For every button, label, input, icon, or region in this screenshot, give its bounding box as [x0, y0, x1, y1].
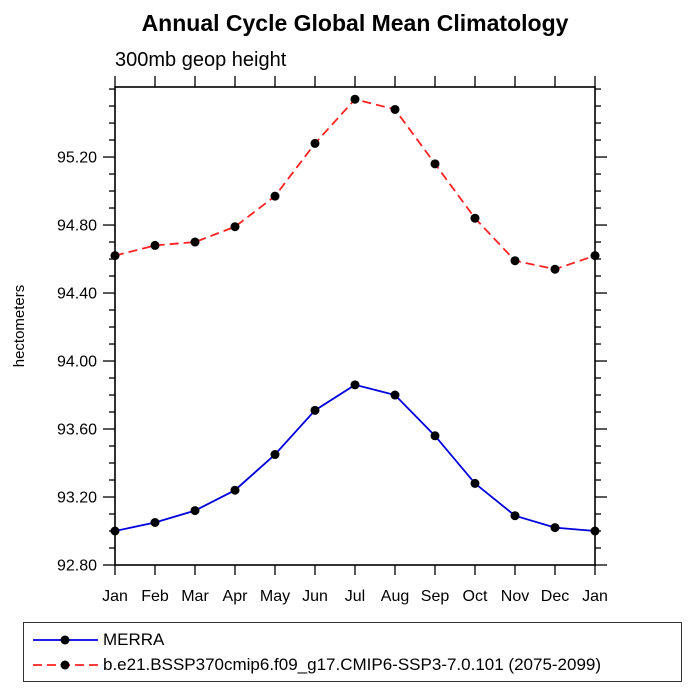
data-point-marker — [390, 390, 400, 400]
data-point-marker — [550, 264, 560, 274]
legend-item-model: b.e21.BSSP370cmip6.f09_g17.CMIP6-SSP3-7.… — [32, 652, 681, 677]
data-point-marker — [510, 511, 520, 521]
legend-dashed-line-icon — [33, 660, 98, 669]
data-point-marker — [390, 104, 400, 114]
chart-subtitle: 300mb geop height — [115, 49, 287, 71]
y-tick-label: 93.20 — [57, 490, 97, 507]
plot-series — [110, 94, 600, 536]
chart-canvas: Annual Cycle Global Mean Climatology 300… — [11, 10, 608, 605]
x-tick-label: Feb — [141, 588, 169, 605]
data-point-marker — [470, 478, 480, 488]
series-line-1 — [114, 98, 596, 271]
chart-title: Annual Cycle Global Mean Climatology — [142, 10, 569, 36]
data-point-marker — [230, 485, 240, 495]
data-point-marker — [150, 240, 160, 250]
y-tick-label: 93.60 — [57, 422, 97, 439]
y-tick-label: 92.80 — [57, 558, 97, 575]
data-point-marker — [470, 213, 480, 223]
data-point-marker — [430, 431, 440, 441]
data-point-marker — [190, 237, 200, 247]
data-point-marker — [310, 138, 320, 148]
data-point-marker — [110, 251, 120, 261]
x-tick-label: Jan — [102, 588, 128, 605]
data-point-marker — [310, 405, 320, 415]
data-point-marker — [350, 380, 360, 390]
data-point-marker — [590, 251, 600, 261]
y-axis-label: hectometers — [11, 285, 28, 368]
legend-box: MERRA b.e21.BSSP370cmip6.f09_g17.CMIP6-S… — [23, 622, 682, 682]
x-tick-label: May — [260, 588, 290, 605]
data-point-marker — [430, 159, 440, 169]
x-tick-label: Apr — [223, 588, 249, 605]
data-point-marker — [150, 518, 160, 528]
legend-solid-line-icon — [33, 635, 98, 644]
legend-label-model: b.e21.BSSP370cmip6.f09_g17.CMIP6-SSP3-7.… — [103, 654, 602, 674]
x-tick-label: Nov — [501, 588, 529, 605]
data-point-marker — [110, 526, 120, 536]
x-tick-label: Jun — [302, 588, 328, 605]
legend-item-merra: MERRA — [32, 627, 681, 652]
data-point-marker — [230, 222, 240, 232]
x-tick-label: Dec — [541, 588, 569, 605]
data-point-marker — [270, 450, 280, 460]
x-tick-label: Sep — [421, 588, 450, 605]
data-point-marker — [590, 526, 600, 536]
y-tick-label: 94.00 — [57, 354, 97, 371]
x-tick-label: Jul — [345, 588, 365, 605]
series-line-0 — [114, 383, 596, 532]
plot-axes: Jan Feb Mar Apr May Jun Jul Aug Sep Oct Nov Dec Jan 9… — [57, 76, 608, 605]
data-point-marker — [190, 506, 200, 516]
x-tick-label: Aug — [381, 588, 409, 605]
y-tick-label: 94.40 — [57, 286, 97, 303]
data-point-marker — [510, 256, 520, 266]
y-tick-label: 95.20 — [57, 150, 97, 167]
data-point-marker — [550, 523, 560, 533]
plot-frame — [114, 86, 596, 566]
legend-label-merra: MERRA — [103, 629, 165, 649]
x-tick-label: Oct — [463, 588, 488, 605]
x-tick-label: Mar — [181, 588, 209, 605]
data-point-marker — [270, 191, 280, 201]
y-tick-label: 94.80 — [57, 218, 97, 235]
x-tick-label: Jan — [582, 588, 608, 605]
data-point-marker — [350, 94, 360, 104]
